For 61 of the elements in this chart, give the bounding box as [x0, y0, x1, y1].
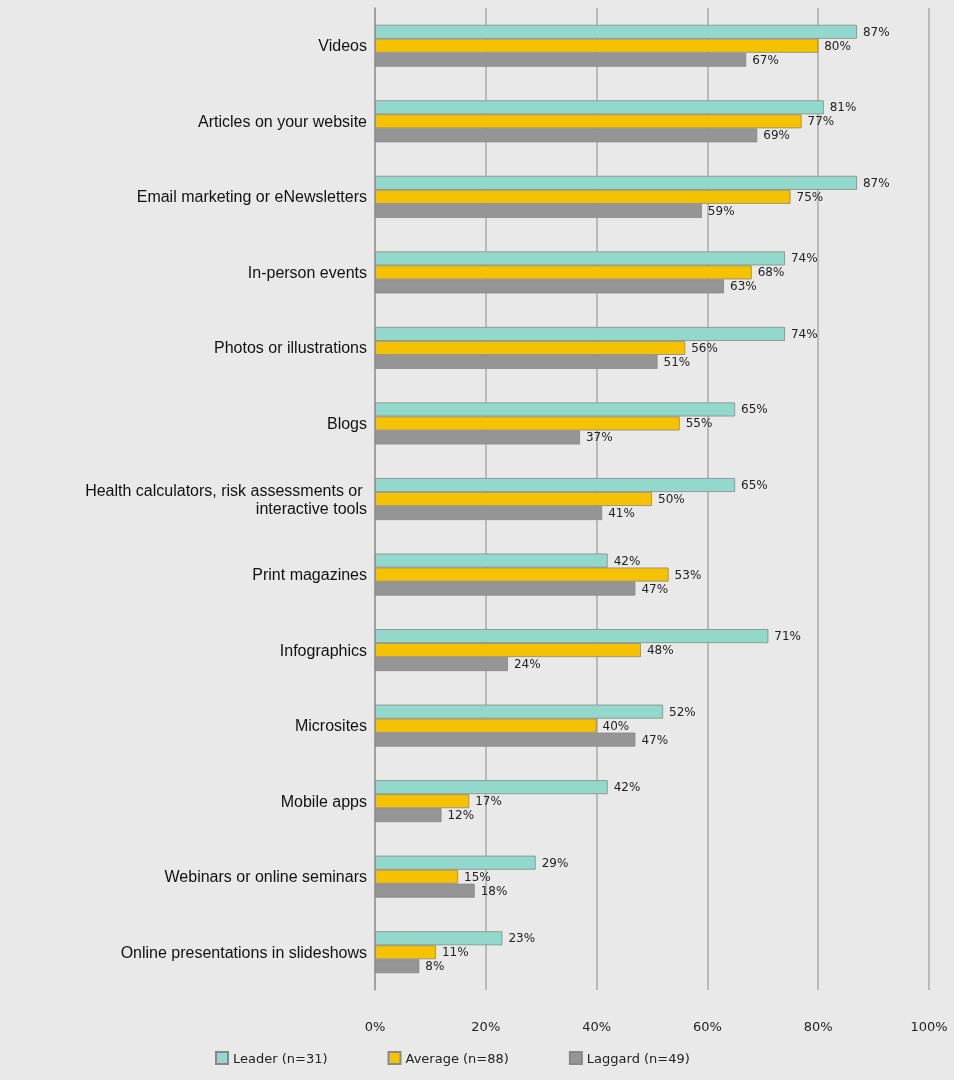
data-label: 18% [480, 883, 508, 898]
data-label: 75% [796, 189, 824, 204]
data-label: 11% [441, 945, 469, 960]
data-label: 52% [669, 704, 696, 719]
data-label: 42% [613, 553, 641, 568]
x-tick-label: 60% [692, 1019, 722, 1034]
data-label: 59% [707, 203, 735, 218]
data-label: 50% [658, 492, 685, 506]
data-label: 23% [508, 931, 536, 946]
legend-label: Average (n=88) [405, 1050, 509, 1066]
legend-label: Leader (n=31) [233, 1050, 328, 1066]
data-label: 65% [741, 478, 768, 492]
data-label: 29% [541, 855, 569, 870]
data-label: 69% [763, 128, 790, 143]
data-label: 56% [691, 340, 718, 355]
y-tick-label: Videos [318, 37, 367, 55]
data-label: 87% [862, 24, 890, 39]
data-label: 68% [757, 265, 785, 280]
data-label: 37% [585, 430, 613, 445]
data-label: 53% [674, 567, 702, 582]
x-tick-label: 100% [910, 1019, 948, 1034]
y-tick-label: Online presentations in slideshows [120, 943, 367, 961]
data-label: 81% [829, 100, 857, 115]
y-tick-label: Microsites [294, 717, 367, 735]
data-label: 67% [752, 52, 779, 67]
data-label: 63% [730, 279, 757, 294]
legend-label: Laggard (n=49) [586, 1050, 690, 1066]
data-label: 55% [685, 416, 713, 431]
y-tick-label: Email marketing or eNewsletters [136, 188, 367, 206]
y-tick-label: Infographics [279, 641, 367, 659]
data-label: 17% [475, 794, 502, 809]
data-label: 74% [790, 251, 818, 266]
data-label: 12% [447, 808, 475, 823]
x-tick-label: 20% [471, 1019, 501, 1034]
data-label: 71% [774, 629, 802, 644]
x-tick-label: 40% [582, 1019, 612, 1034]
y-tick-label: Health calculators, risk assessments or interactive tools [85, 481, 367, 517]
data-label: 47% [641, 732, 669, 747]
data-label: 42% [613, 780, 641, 795]
y-tick-label: Print magazines [252, 566, 367, 584]
data-label: 87% [862, 175, 890, 190]
data-label: 65% [741, 402, 768, 417]
y-tick-label: Webinars or online seminars [164, 868, 367, 886]
y-tick-label: Mobile apps [280, 792, 367, 810]
y-tick-label: In-person events [247, 263, 367, 281]
data-label: 74% [790, 326, 818, 341]
data-label: 24% [513, 657, 541, 672]
x-tick-label: 80% [803, 1019, 833, 1034]
data-label: 77% [807, 114, 835, 129]
y-tick-label: Blogs [326, 414, 367, 432]
y-tick-label: Photos or illustrations [214, 339, 367, 357]
data-label: 15% [464, 869, 491, 884]
y-tick-label: Articles on your website [198, 112, 368, 130]
x-tick-label: 0% [364, 1019, 386, 1034]
data-label: 80% [824, 38, 851, 53]
data-label: 8% [425, 959, 445, 974]
data-label: 41% [608, 506, 635, 520]
data-label: 48% [646, 643, 674, 658]
data-label: 51% [663, 354, 691, 369]
data-label: 40% [602, 718, 630, 733]
data-label: 47% [641, 581, 669, 596]
